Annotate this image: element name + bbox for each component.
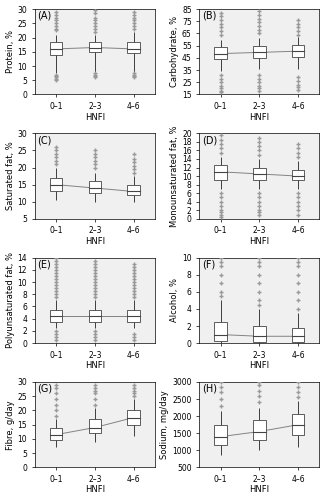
- Bar: [127, 184, 140, 195]
- Y-axis label: Alcohol, %: Alcohol, %: [170, 278, 179, 322]
- Bar: [50, 42, 62, 54]
- Y-axis label: Protein, %: Protein, %: [6, 30, 15, 74]
- Bar: [127, 310, 140, 322]
- Bar: [253, 326, 266, 342]
- Y-axis label: Monounsaturated fat, %: Monounsaturated fat, %: [170, 126, 179, 227]
- X-axis label: HNFI: HNFI: [249, 361, 269, 370]
- X-axis label: HNFI: HNFI: [249, 112, 269, 122]
- Bar: [214, 166, 227, 180]
- Bar: [253, 168, 266, 180]
- Y-axis label: Sodium, mg/day: Sodium, mg/day: [161, 390, 169, 459]
- X-axis label: HNFI: HNFI: [249, 237, 269, 246]
- Text: (G): (G): [37, 384, 52, 394]
- X-axis label: HNFI: HNFI: [85, 361, 105, 370]
- Bar: [214, 424, 227, 445]
- Bar: [292, 45, 304, 56]
- Y-axis label: Carbohydrate, %: Carbohydrate, %: [170, 16, 179, 88]
- Y-axis label: Fibre, g/day: Fibre, g/day: [6, 400, 15, 450]
- Text: (F): (F): [202, 260, 215, 270]
- Bar: [127, 42, 140, 53]
- X-axis label: HNFI: HNFI: [85, 112, 105, 122]
- Bar: [50, 310, 62, 322]
- Bar: [89, 181, 101, 193]
- Y-axis label: Polyunsaturated fat, %: Polyunsaturated fat, %: [6, 252, 15, 348]
- Text: (D): (D): [202, 135, 217, 145]
- Bar: [214, 47, 227, 59]
- Bar: [214, 322, 227, 342]
- Text: (H): (H): [202, 384, 217, 394]
- X-axis label: HNFI: HNFI: [249, 486, 269, 494]
- Text: (B): (B): [202, 11, 216, 21]
- Bar: [253, 46, 266, 58]
- Bar: [253, 420, 266, 440]
- Bar: [127, 410, 140, 424]
- Bar: [292, 328, 304, 342]
- Y-axis label: Saturated fat, %: Saturated fat, %: [6, 142, 15, 210]
- Bar: [292, 170, 304, 180]
- Bar: [50, 428, 62, 440]
- Bar: [50, 178, 62, 192]
- Bar: [89, 419, 101, 433]
- Bar: [89, 42, 101, 52]
- X-axis label: HNFI: HNFI: [85, 486, 105, 494]
- Bar: [292, 414, 304, 435]
- Bar: [89, 310, 101, 322]
- Text: (E): (E): [37, 260, 51, 270]
- Text: (C): (C): [37, 135, 51, 145]
- X-axis label: HNFI: HNFI: [85, 237, 105, 246]
- Text: (A): (A): [37, 11, 51, 21]
